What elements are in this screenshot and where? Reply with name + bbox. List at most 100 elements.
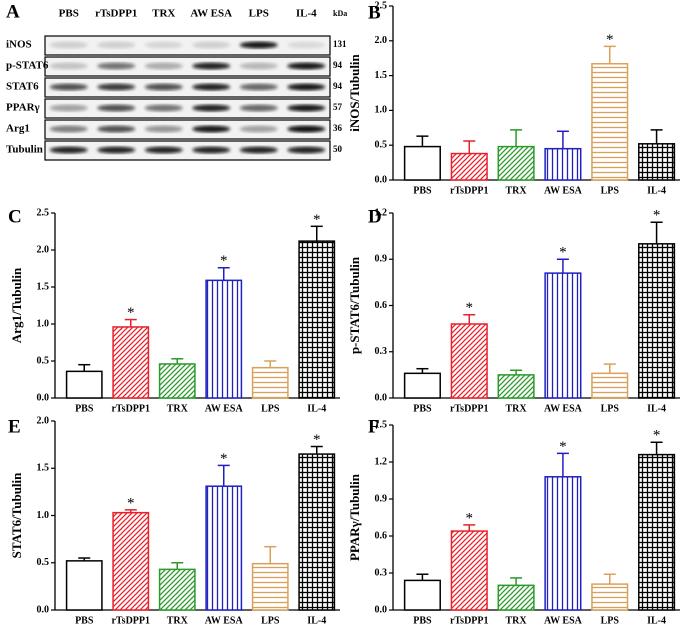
bar bbox=[544, 272, 582, 399]
y-tick-label: 2.0 bbox=[375, 35, 388, 46]
blot-band bbox=[97, 41, 136, 49]
bar bbox=[403, 145, 441, 181]
blot-band bbox=[287, 104, 326, 112]
blot-band bbox=[97, 146, 136, 154]
blot-band bbox=[287, 41, 326, 49]
lane-label: AW ESA bbox=[190, 8, 232, 20]
y-tick-label: 0.9 bbox=[375, 493, 388, 504]
x-tick-label: IL-4 bbox=[647, 403, 666, 414]
bar bbox=[403, 579, 441, 611]
protein-label: Arg1 bbox=[6, 123, 30, 135]
blot-band bbox=[49, 104, 88, 112]
bar bbox=[591, 63, 629, 181]
blot-band bbox=[239, 125, 278, 133]
bar bbox=[251, 562, 289, 611]
x-tick-label: AW ESA bbox=[544, 615, 583, 626]
blot-band bbox=[49, 62, 88, 70]
blot-band bbox=[49, 125, 88, 133]
kda-header: kDa bbox=[333, 9, 347, 18]
blot-row bbox=[44, 77, 331, 98]
x-tick-label: rTsDPP1 bbox=[450, 185, 489, 196]
y-tick-label: 1.5 bbox=[375, 70, 388, 81]
bar bbox=[638, 453, 676, 611]
blot-band bbox=[287, 62, 326, 70]
y-tick-label: 2.5 bbox=[37, 207, 50, 218]
y-tick-label: 0.0 bbox=[375, 174, 388, 185]
x-tick-label: PBS bbox=[413, 403, 432, 414]
kda-label: 36 bbox=[333, 123, 343, 133]
bar bbox=[158, 568, 196, 611]
y-tick-label: 0.5 bbox=[37, 557, 50, 568]
blot-row bbox=[44, 56, 331, 77]
x-tick-label: rTsDPP1 bbox=[111, 615, 150, 626]
y-tick-label: 0.0 bbox=[37, 604, 50, 615]
x-tick-label: LPS bbox=[601, 403, 620, 414]
panel-letter: A bbox=[6, 1, 20, 22]
x-tick-label: PBS bbox=[75, 615, 94, 626]
blot-band bbox=[49, 83, 88, 91]
kda-label: 94 bbox=[333, 60, 343, 70]
blot-band bbox=[239, 146, 278, 154]
x-tick-label: IL-4 bbox=[647, 615, 666, 626]
significance-mark: * bbox=[220, 451, 228, 467]
x-tick-label: TRX bbox=[506, 615, 528, 626]
blot-band bbox=[144, 62, 183, 70]
bar bbox=[544, 147, 582, 181]
blot-band bbox=[287, 83, 326, 91]
y-tick-label: 1.2 bbox=[375, 456, 388, 467]
bar bbox=[403, 372, 441, 399]
blot-band bbox=[144, 83, 183, 91]
blot-band bbox=[49, 41, 88, 49]
blot-band bbox=[192, 146, 231, 154]
x-tick-label: TRX bbox=[167, 403, 189, 414]
blot-band bbox=[97, 104, 136, 112]
y-tick-label: 1.0 bbox=[37, 318, 50, 329]
y-tick-label: 1.2 bbox=[375, 207, 388, 218]
y-tick-label: 1.0 bbox=[37, 510, 50, 521]
bar bbox=[497, 145, 535, 181]
significance-mark: * bbox=[313, 432, 321, 448]
y-tick-label: 0.0 bbox=[375, 604, 388, 615]
significance-mark: * bbox=[653, 208, 661, 224]
blot-band bbox=[192, 41, 231, 49]
blot-row bbox=[44, 140, 331, 161]
bar bbox=[112, 326, 150, 399]
blot-band bbox=[192, 62, 231, 70]
x-tick-label: IL-4 bbox=[647, 185, 666, 196]
panel-letter: C bbox=[8, 206, 22, 227]
y-tick-label: 2.0 bbox=[37, 415, 50, 426]
y-axis-label: STAT6/Tubulin bbox=[9, 472, 24, 559]
lane-label: TRX bbox=[152, 8, 175, 20]
blot-row bbox=[44, 35, 331, 56]
x-tick-label: rTsDPP1 bbox=[111, 403, 150, 414]
kda-label: 131 bbox=[333, 39, 347, 49]
panel-letter: E bbox=[8, 416, 21, 437]
x-tick-label: TRX bbox=[506, 185, 528, 196]
x-tick-label: TRX bbox=[506, 403, 528, 414]
bar bbox=[450, 323, 488, 399]
x-tick-label: rTsDPP1 bbox=[450, 403, 489, 414]
y-tick-label: 0.3 bbox=[375, 346, 388, 357]
bar bbox=[65, 370, 103, 399]
protein-label: PPARγ bbox=[6, 102, 40, 114]
x-tick-label: PBS bbox=[413, 185, 432, 196]
lane-label: rTsDPP1 bbox=[95, 8, 137, 20]
bar bbox=[544, 476, 582, 611]
y-axis-label: p-STAT6/Tubulin bbox=[347, 256, 362, 354]
bar bbox=[158, 363, 196, 399]
significance-mark: * bbox=[653, 428, 661, 444]
x-tick-label: AW ESA bbox=[205, 403, 244, 414]
significance-mark: * bbox=[559, 245, 567, 261]
x-tick-label: AW ESA bbox=[544, 185, 583, 196]
y-tick-label: 0.5 bbox=[37, 355, 50, 366]
x-tick-label: LPS bbox=[261, 615, 280, 626]
x-tick-label: AW ESA bbox=[205, 615, 244, 626]
blot-band bbox=[239, 104, 278, 112]
blot-band bbox=[239, 41, 278, 49]
y-tick-label: 1.5 bbox=[37, 463, 50, 474]
blot-band bbox=[192, 104, 231, 112]
bar bbox=[298, 453, 336, 611]
lane-label: IL-4 bbox=[296, 8, 317, 20]
blot-band bbox=[144, 104, 183, 112]
x-tick-label: PBS bbox=[413, 615, 432, 626]
